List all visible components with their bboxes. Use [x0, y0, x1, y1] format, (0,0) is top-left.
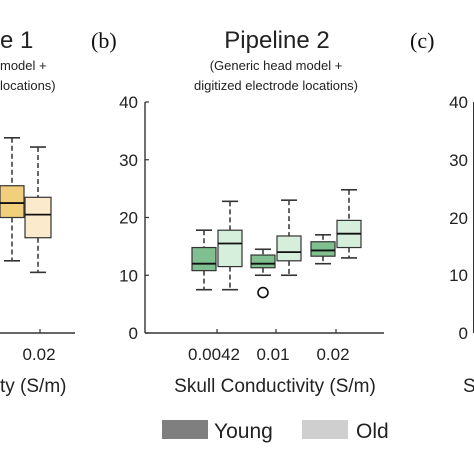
- panel-a-title-fragment: e 1: [0, 27, 33, 54]
- panel-b-young-box-0-box: [191, 246, 217, 272]
- legend-young-label: Young: [214, 420, 273, 443]
- panel-b-young-box-2-box: [310, 241, 336, 257]
- panel-b-young-box-1-outlier-0: [257, 286, 269, 299]
- panel-b-old-box-1-box: [276, 235, 302, 262]
- panel-b-y-tick-label-30: 30: [119, 151, 138, 170]
- panel-a: e 1 model + locations) 0.02 ty (S/m): [0, 27, 75, 397]
- panel-b-y-tick-label-0: 0: [129, 324, 138, 343]
- panel-b-old-box-0-box: [217, 229, 243, 268]
- panel-b-boxes: [191, 188, 362, 299]
- panel-b-y-tick-label-20: 20: [119, 209, 138, 228]
- panel-a-subtitle-line-1: model +: [0, 58, 47, 73]
- panel-b-x-axis-label: Skull Conductivity (S/m): [174, 376, 376, 397]
- panel-b-young-box-1-box: [250, 254, 276, 269]
- panel-b-subtitle-line-1: (Generic head model +: [210, 58, 343, 73]
- legend-old-label: Old: [356, 420, 389, 443]
- panel-b-x-tick-label-0: 0.0042: [188, 345, 240, 364]
- panel-b-x-tick-label-1: 0.01: [256, 345, 289, 364]
- panel-b-x-tick-label-2: 0.02: [316, 345, 349, 364]
- panel-b-letter: (b): [91, 28, 117, 53]
- panel-a-boxes: [0, 137, 52, 274]
- panel-a-old-box-0-box: [24, 196, 52, 239]
- panel-c: (c) 40 30 20 10 0 S: [410, 28, 474, 397]
- legend-young-swatch: [162, 420, 208, 439]
- panel-c-y-tick-0: 0: [459, 324, 468, 343]
- legend: Young Old: [162, 420, 389, 443]
- panel-b: (b) Pipeline 2 (Generic head model + dig…: [91, 27, 384, 397]
- panel-a-subtitle-line-2: locations): [0, 78, 56, 93]
- panel-b-y-tick-label-40: 40: [119, 93, 138, 112]
- panel-a-young-box-0-box: [0, 185, 25, 219]
- panel-b-y-tick-label-10: 10: [119, 266, 138, 285]
- panel-c-y-tick-20: 20: [449, 209, 468, 228]
- panel-b-subtitle-line-2: digitized electrode locations): [194, 78, 358, 93]
- panel-b-axes: 0 10 20 30 40 0.0042 0.01 0.02: [119, 93, 384, 364]
- panel-a-x-axis-label-fragment: ty (S/m): [0, 376, 67, 397]
- panel-c-letter: (c): [410, 28, 434, 53]
- panel-c-y-tick-40: 40: [449, 93, 468, 112]
- legend-old-swatch: [302, 420, 348, 439]
- panel-a-x-tick-label: 0.02: [22, 345, 55, 364]
- panel-c-y-tick-30: 30: [449, 151, 468, 170]
- panel-c-x-axis-label-fragment: S: [463, 376, 474, 397]
- panel-c-y-tick-10: 10: [449, 266, 468, 285]
- panel-b-title: Pipeline 2: [224, 27, 329, 54]
